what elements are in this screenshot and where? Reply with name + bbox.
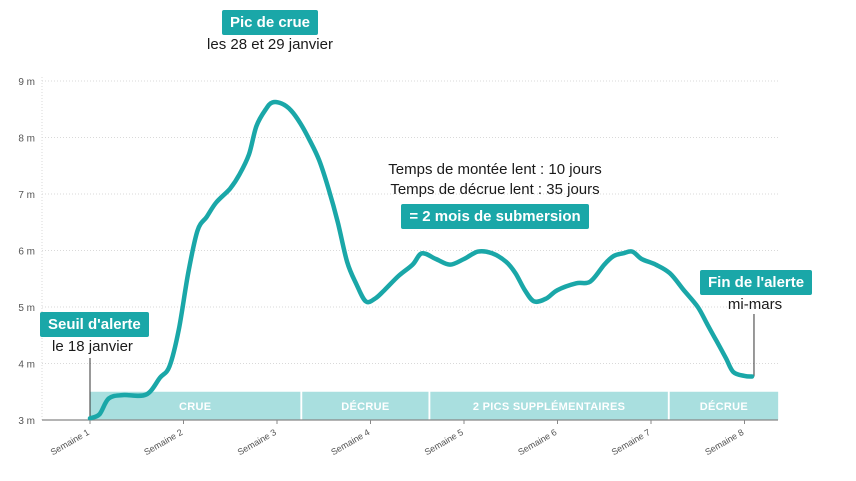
x-tick-label: Semaine 5 (423, 427, 465, 457)
duration-callout: Temps de montée lent : 10 jours Temps de… (370, 160, 620, 229)
x-tick-label: Semaine 7 (610, 427, 652, 457)
grid (41, 77, 778, 420)
y-tick-label: 6 m (18, 247, 35, 258)
water-level-line (87, 99, 755, 421)
phase-label: DÉCRUE (341, 400, 389, 413)
y-tick-label: 4 m (18, 360, 35, 371)
x-tick-label: Semaine 3 (236, 427, 278, 457)
peak-text: les 28 et 29 janvier (207, 36, 333, 53)
submersion-tag: = 2 mois de submersion (401, 204, 589, 229)
peak-callout: Pic de crue les 28 et 29 janvier (190, 10, 350, 55)
threshold-callout: Seuil d'alerte le 18 janvier (40, 312, 149, 357)
callout-leaders (89, 314, 755, 419)
fall-text: Temps de décrue lent : 35 jours (390, 181, 600, 198)
y-tick-label: 8 m (18, 134, 35, 145)
end-tag: Fin de l'alerte (700, 270, 813, 295)
phase-band (302, 391, 429, 420)
rise-text: Temps de montée lent : 10 jours (388, 161, 602, 178)
x-tick-label: Semaine 4 (329, 427, 371, 457)
end-callout: Fin de l'alerte mi-mars (700, 270, 813, 315)
x-tick-label: Semaine 2 (142, 427, 184, 457)
threshold-tag: Seuil d'alerte (40, 312, 149, 337)
y-tick-label: 3 m (18, 416, 35, 427)
phase-band (430, 391, 668, 420)
peak-tag: Pic de crue (221, 10, 319, 35)
end-text: mi-mars (727, 296, 783, 313)
x-tick-label: Semaine 8 (703, 427, 745, 457)
y-axis: 3 m 4 m 5 m 6 m 7 m 8 m 9 m (18, 77, 35, 427)
threshold-text: le 18 janvier (52, 338, 133, 355)
x-tick-label: Semaine 6 (516, 427, 558, 457)
phase-label: 2 PICS SUPPLÉMENTAIRES (473, 400, 625, 413)
phase-band (669, 391, 779, 420)
y-tick-label: 9 m (18, 77, 35, 88)
y-tick-label: 5 m (18, 303, 35, 314)
phase-label: DÉCRUE (700, 400, 748, 413)
x-axis: Semaine 1 Semaine 2 Semaine 3 Semaine 4 Sema… (49, 420, 746, 457)
y-tick-label: 7 m (18, 190, 35, 201)
phase-bands: CRUE DÉCRUE 2 PICS SUPPLÉMENTAIRES DÉCRUE (90, 391, 779, 420)
x-tick-label: Semaine 1 (49, 427, 91, 457)
phase-label: CRUE (179, 401, 211, 413)
